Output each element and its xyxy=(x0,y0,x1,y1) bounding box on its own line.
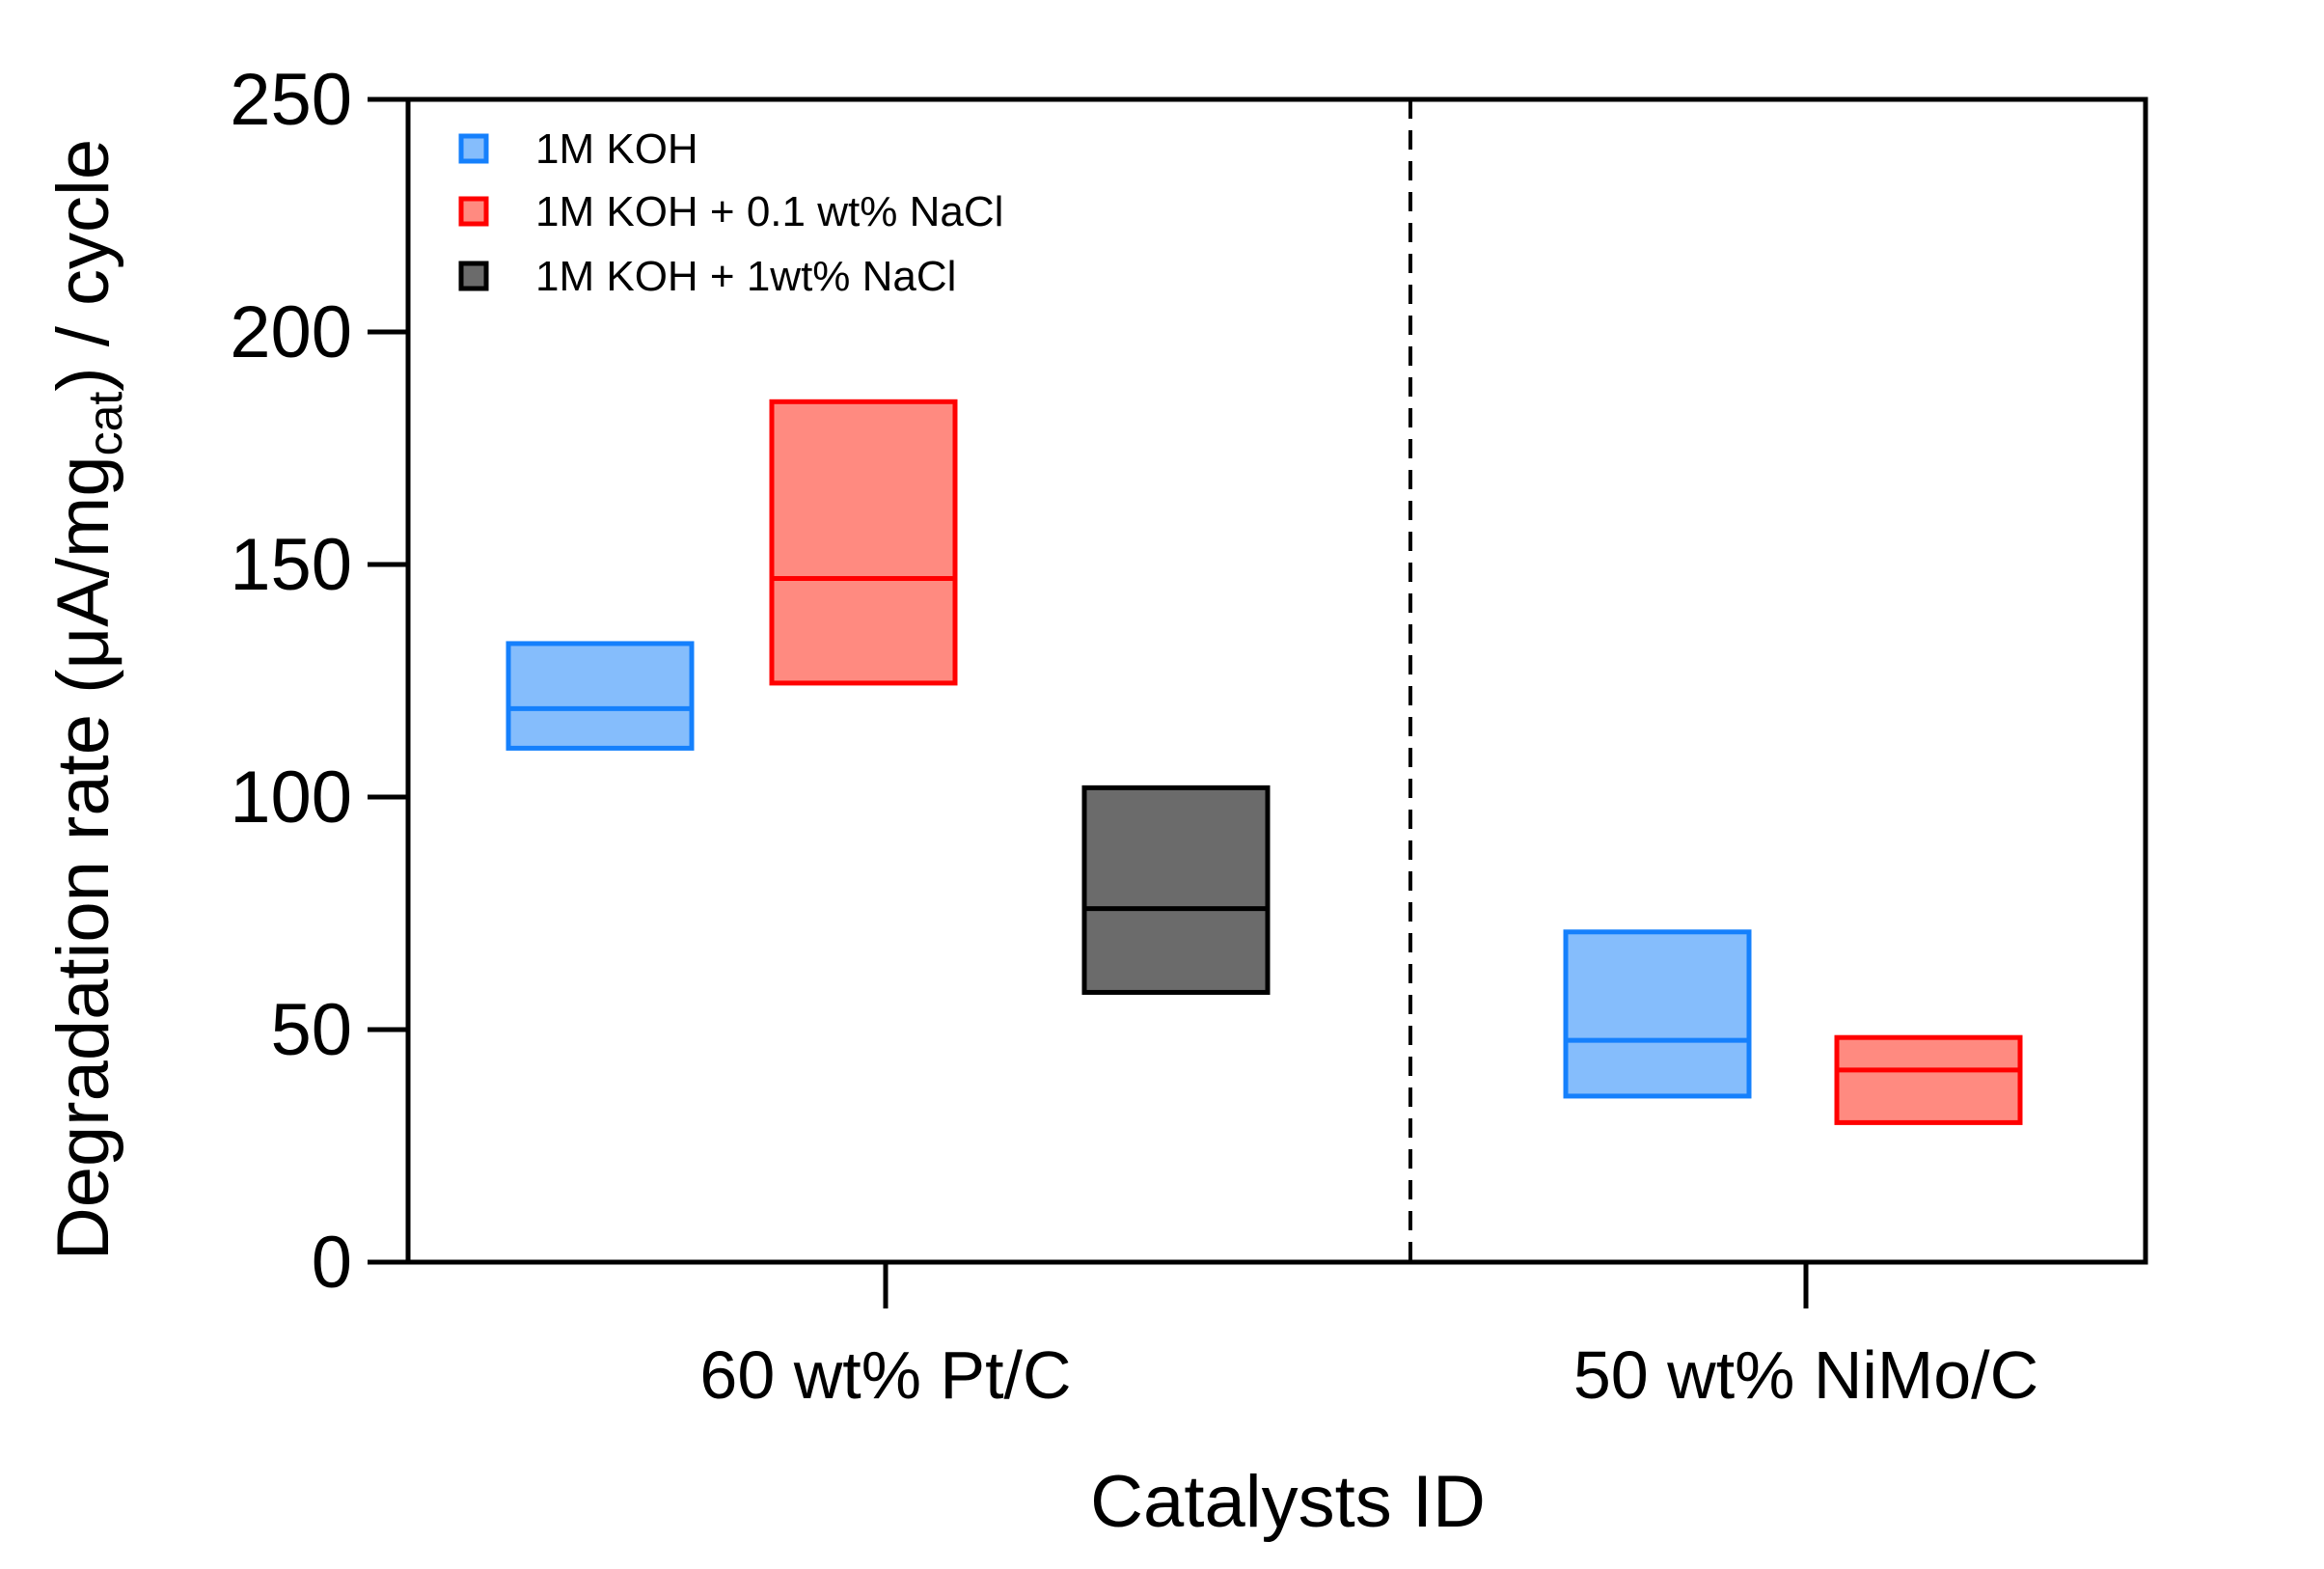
legend-swatch-icon xyxy=(458,133,489,164)
legend: 1M KOH 1M KOH + 0.1 wt% NaCl 1M KOH + 1wt%… xyxy=(458,125,1003,300)
x-axis-label: Catalysts ID xyxy=(1090,1461,1486,1543)
box-60-wt-pt-c-1m-koh-0-1-wt-nacl xyxy=(769,399,958,686)
y-axis-label-subscript: cat xyxy=(78,392,132,456)
legend-label: 1M KOH + 0.1 wt% NaCl xyxy=(535,188,1003,235)
box-60-wt-pt-c-1m-koh-1wt-nacl xyxy=(1081,784,1271,995)
y-tick-label-150: 150 xyxy=(230,524,352,606)
y-tick-label-0: 0 xyxy=(312,1222,352,1304)
legend-item-1: 1M KOH + 0.1 wt% NaCl xyxy=(458,188,1003,235)
y-tick-label-200: 200 xyxy=(230,291,352,373)
y-tick-label-100: 100 xyxy=(230,757,352,839)
box-body xyxy=(1081,784,1271,995)
y-axis: 0 50 100 150 200 250 xyxy=(230,59,408,1304)
box-body xyxy=(506,641,695,751)
box-body xyxy=(1563,929,1752,1099)
box-60-wt-pt-c-1m-koh xyxy=(506,641,695,751)
box-body xyxy=(769,399,958,686)
y-axis-label-suffix: ) / cycle xyxy=(42,139,124,392)
legend-item-2: 1M KOH + 1wt% NaCl xyxy=(458,253,956,300)
x-tick-label-0: 60 wt% Pt/C xyxy=(699,1337,1071,1413)
legend-swatch-icon xyxy=(458,196,489,227)
y-tick-label-50: 50 xyxy=(270,989,352,1071)
x-tick-label-1: 50 wt% NiMo/C xyxy=(1573,1337,2038,1413)
y-axis-label: Degradation rate (μA/mgcat) / cycle xyxy=(42,139,132,1260)
legend-swatch-icon xyxy=(458,261,489,291)
y-tick-label-250: 250 xyxy=(230,59,352,141)
plot-frame xyxy=(405,96,2148,1265)
box-body xyxy=(1834,1034,2023,1125)
legend-label: 1M KOH xyxy=(535,125,698,173)
legend-label: 1M KOH + 1wt% NaCl xyxy=(535,253,956,300)
box-50-wt-nimo-c-1m-koh-0-1-wt-nacl xyxy=(1834,1034,2023,1125)
box-50-wt-nimo-c-1m-koh xyxy=(1563,929,1752,1099)
x-axis: 60 wt% Pt/C 50 wt% NiMo/C xyxy=(699,1262,2038,1413)
y-axis-label-prefix: Degradation rate (μA/mg xyxy=(42,455,124,1260)
legend-item-0: 1M KOH xyxy=(458,125,698,173)
boxes-layer xyxy=(506,399,2023,1125)
